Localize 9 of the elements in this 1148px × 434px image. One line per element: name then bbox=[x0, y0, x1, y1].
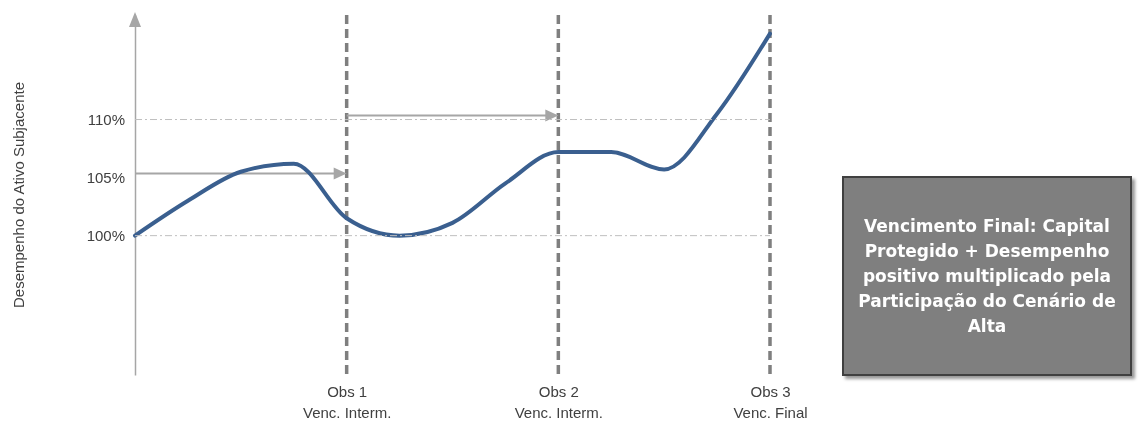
text: Vencimento Final: Capital Protegido + Desempenho positivo multiplicado pela Participação do Cenário de Alta bbox=[842, 176, 1132, 376]
y-tick-label: 100% bbox=[86, 226, 125, 244]
x-tick-label: Obs 1 Venc. Interm. bbox=[302, 383, 392, 421]
x-tick-label: Obs 2 Venc. Interm. bbox=[514, 383, 604, 421]
y-tick-label: 110% bbox=[87, 110, 125, 128]
y-axis-title: Desempenho do Ativo Subjacente bbox=[10, 82, 27, 308]
x-tick-label: Obs 3 Venc. Final bbox=[733, 383, 808, 421]
y-tick-label: 105% bbox=[86, 168, 125, 186]
line-series bbox=[133, 31, 772, 238]
